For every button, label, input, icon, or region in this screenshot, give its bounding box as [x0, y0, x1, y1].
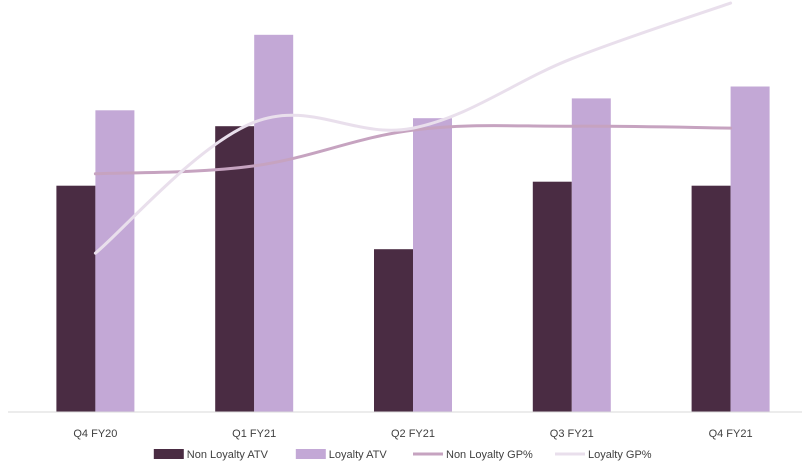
- bar-loyalty-atv-1: [95, 110, 135, 413]
- line-non-loyalty-gp-: [93, 124, 733, 176]
- line-loyalty-gp-: [93, 1, 733, 255]
- legend-label-loyalty-gp-: Loyalty GP%: [588, 449, 652, 461]
- bar-non-loyalty-atv-3: [374, 249, 413, 412]
- legend-swatch-loyalty-atv: [295, 449, 326, 459]
- bar-non-loyalty-atv-2: [215, 126, 255, 412]
- bar-loyalty-atv-3: [413, 118, 452, 412]
- bar-loyalty-atv-4: [571, 98, 611, 413]
- x-tick-label: Q1 FY21: [232, 428, 276, 440]
- x-tick-labels: Q4 FY20 Q1 FY21 Q2 FY21 Q3 FY21 Q4 FY21: [73, 428, 752, 440]
- bar-loyalty-atv-5: [730, 86, 770, 412]
- legend-label-non-loyalty-gp-: Non Loyalty GP%: [446, 449, 533, 461]
- bar-non-loyalty-atv-4: [532, 181, 572, 412]
- legend-label-non-loyalty-atv: Non Loyalty ATV: [187, 449, 269, 461]
- bar-non-loyalty-atv-1: [56, 185, 96, 412]
- legend-label-loyalty-atv: Loyalty ATV: [329, 449, 388, 461]
- lines-layer: [93, 1, 733, 255]
- bar-non-loyalty-atv-5: [691, 185, 731, 412]
- x-tick-label: Q3 FY21: [550, 428, 594, 440]
- legend-swatch-non-loyalty-atv: [153, 449, 184, 459]
- bar-loyalty-atv-2: [254, 34, 294, 413]
- legend: Non Loyalty ATV Loyalty ATV Non Loyalty GP…: [153, 449, 652, 461]
- bars-layer: [56, 34, 770, 413]
- x-tick-label: Q2 FY21: [391, 428, 435, 440]
- x-tick-label: Q4 FY21: [709, 428, 753, 440]
- x-tick-label: Q4 FY20: [73, 428, 117, 440]
